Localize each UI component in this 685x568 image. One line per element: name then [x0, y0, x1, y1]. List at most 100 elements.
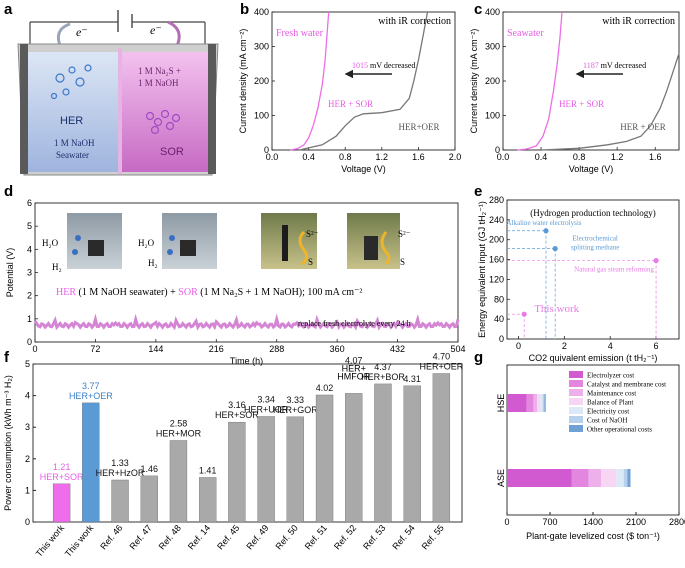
- x-tick-label: 2: [562, 341, 567, 351]
- x-tick-label: Ref. 45: [215, 523, 241, 552]
- x-tick-label: 4: [608, 341, 613, 351]
- photo3-s: S: [308, 257, 313, 267]
- x-tick-label: Ref. 48: [157, 523, 183, 552]
- x-tick-label: Ref. 50: [274, 523, 300, 552]
- y-tick-label: 5: [25, 359, 30, 369]
- x-tick-label: 0.8: [573, 152, 586, 162]
- bar-label-8: HER+GOR: [273, 405, 318, 415]
- x-tick-label: 0: [504, 517, 509, 527]
- stack-ASE-2: [589, 469, 601, 487]
- y-tick-label: 240: [489, 215, 504, 225]
- point-1: [553, 246, 558, 251]
- decrease-suffix: mV decreased: [599, 61, 646, 70]
- stack-ASE-6: [627, 469, 630, 487]
- bar-5: [199, 477, 216, 522]
- caption-her-detail: (1 M NaOH seawater) +: [76, 287, 178, 298]
- panel-label-b: b: [240, 1, 249, 18]
- x-tick-label: 0.8: [339, 152, 352, 162]
- x-tick-label: 2.0: [449, 152, 462, 162]
- bar-4: [170, 440, 187, 522]
- x-axis-label: CO2 quivalent emission (t tH₂⁻¹): [529, 353, 658, 363]
- x-tick-label: 216: [209, 344, 224, 354]
- y-tick-label: 0: [499, 334, 504, 344]
- x-tick-label: 504: [450, 344, 465, 354]
- decrease-value: 1187: [583, 61, 599, 70]
- x-tick-label: Ref. 51: [303, 523, 329, 552]
- panel-label-d: d: [4, 183, 13, 200]
- x-tick-label: 0.4: [535, 152, 548, 162]
- x-tick-label: Ref. 54: [390, 523, 416, 552]
- bar-value-7: 3.34: [257, 394, 275, 404]
- y-axis-label: Current density (mA cm⁻²): [238, 29, 248, 134]
- panel-g: g 0 700 1400 2100 2800 Plant-gate levelized c…: [474, 349, 685, 541]
- caption-sor-detail: (1 M Na₂S + 1 M NaOH); 100 mA cm⁻²: [198, 287, 363, 298]
- point-0: [543, 228, 548, 233]
- bar-value-3: 1.46: [140, 464, 158, 474]
- stack-HSE-2: [533, 394, 537, 412]
- x-tick-label: Ref. 14: [186, 523, 212, 552]
- bar-label-13: HER+OER: [420, 361, 464, 371]
- photo4-s: S: [400, 257, 405, 267]
- category-label-HSE: HSE: [496, 394, 506, 413]
- series-label-oer: HER + OER: [620, 122, 666, 132]
- bar-value-12: 4.31: [403, 374, 421, 384]
- y-tick-label: 2: [25, 454, 30, 464]
- x-tick-label: 432: [390, 344, 405, 354]
- bar-value-0: 1.21: [53, 462, 71, 472]
- bar-0: [53, 484, 70, 522]
- x-tick-label: Ref. 55: [420, 523, 446, 552]
- legend-label-3: Balance of Plant: [587, 399, 633, 407]
- y-tick-label: 80: [494, 294, 504, 304]
- bar-value-9: 4.02: [316, 383, 334, 393]
- bar-7: [258, 416, 275, 522]
- x-tick-label: Ref. 52: [332, 523, 358, 552]
- y-tick-label: 400: [254, 7, 269, 17]
- photo-4: [347, 213, 400, 269]
- chart-f: 0 1 2 3 4 5 Power consumption (kWh m⁻³ H₂) 1.21…: [3, 351, 464, 558]
- y-tick-label: 100: [254, 111, 269, 121]
- chart-e: 0 2 4 6 0 40 80 120 160 200 240 280 CO2 quivalent em…: [477, 195, 679, 363]
- bar-label-2: HER+HzOR: [96, 468, 145, 478]
- series-label-sor: HER + SOR: [559, 99, 604, 109]
- panel-label-f: f: [4, 349, 10, 366]
- panel-e: e 0 2 4 604080120160200240280CO2 quivalent …: [474, 183, 679, 363]
- x-axis-label: Time (h): [230, 356, 263, 366]
- x-tick-label: 0.4: [302, 152, 315, 162]
- panel-b: b 0.0 0.4 0.8 1.2 1.6 2.0 0 100 200 300 400 Voltage…: [238, 1, 461, 174]
- legend-label-2: Maintenance cost: [587, 390, 636, 398]
- y-tick-label: 4: [25, 391, 30, 401]
- point-3: [522, 312, 527, 317]
- series-label-sor: HER + SOR: [328, 99, 373, 109]
- y-tick-label: 0: [264, 145, 269, 155]
- figure-canvas: a e⁻ e⁻ HER 1 M NaOH Seawater 1 M Na₂S +…: [0, 0, 685, 568]
- x-tick-label: Ref. 53: [361, 523, 387, 552]
- y-tick-label: 3: [25, 422, 30, 432]
- tank-left-sub1: 1 M NaOH: [54, 138, 95, 148]
- y-tick-label: 4: [27, 244, 32, 254]
- bar-10: [345, 393, 362, 522]
- legend-label-4: Electricity cost: [587, 408, 629, 416]
- bar-label-1: HER+OER: [69, 391, 113, 401]
- stack-ASE-1: [572, 469, 589, 487]
- annotation-top: with iR correction: [602, 16, 675, 27]
- x-tick-label: 360: [330, 344, 345, 354]
- bar-value-5: 1.41: [199, 465, 217, 475]
- x-tick-label: 1.6: [649, 152, 662, 162]
- chart-c: 0.0 0.4 0.8 1.2 1.6 0 100 200 300 400 Voltage (V) C…: [469, 7, 679, 174]
- panel-label-a: a: [4, 1, 13, 18]
- legend-swatch-5: [569, 416, 583, 423]
- panel-label-e: e: [474, 183, 482, 200]
- panel-d-note: replace fresh electrolyte every 24 h: [298, 319, 411, 328]
- stack-HSE-4: [540, 394, 542, 412]
- point-label: This work: [534, 303, 579, 315]
- bar-12: [404, 386, 421, 522]
- legend-label-0: Electrolyzer cost: [587, 372, 634, 380]
- bar-value-4: 2.58: [170, 418, 188, 428]
- y-tick-label: 40: [494, 314, 504, 324]
- photo4-s2: S²⁻: [398, 229, 411, 239]
- bar-label-4: HER+MOR: [156, 428, 202, 438]
- legend-swatch-2: [569, 389, 583, 396]
- tank-left-title: HER: [60, 115, 83, 127]
- decrease-text: 1187 mV decreased: [583, 61, 646, 70]
- x-tick-label: Ref. 46: [98, 523, 124, 552]
